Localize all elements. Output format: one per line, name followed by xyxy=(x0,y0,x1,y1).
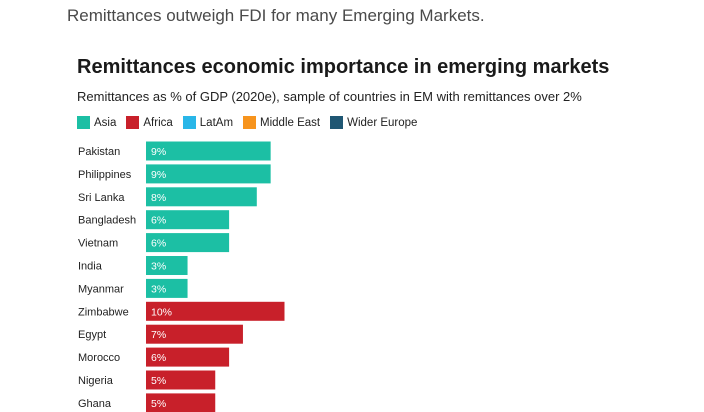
value-label-india: 3% xyxy=(151,261,166,273)
legend-label-latam: LatAm xyxy=(199,116,234,129)
category-label-bangladesh: Bangladesh xyxy=(78,215,136,227)
bar-philippines xyxy=(146,164,271,184)
value-label-zimbabwe: 10% xyxy=(151,306,172,318)
legend-item-middle-east: Middle East xyxy=(243,116,320,129)
value-label-vietnam: 6% xyxy=(151,238,166,250)
legend-swatch-africa xyxy=(126,116,140,129)
value-label-nigeria: 5% xyxy=(151,375,166,387)
category-label-ghana: Ghana xyxy=(78,398,112,410)
value-label-myanmar: 3% xyxy=(151,283,166,295)
category-label-india: India xyxy=(78,261,103,273)
category-label-morocco: Morocco xyxy=(78,352,120,364)
legend-item-wider-europe: Wider Europe xyxy=(330,116,417,129)
category-label-sri-lanka: Sri Lanka xyxy=(78,192,125,204)
bar-india xyxy=(146,256,188,275)
category-label-vietnam: Vietnam xyxy=(78,238,118,250)
legend-label-asia: Asia xyxy=(94,116,117,129)
bar-bangladesh xyxy=(146,210,230,230)
bar-sri-lanka xyxy=(146,187,257,207)
bar-vietnam xyxy=(146,233,230,253)
bar-ghana xyxy=(146,393,216,412)
value-label-bangladesh: 6% xyxy=(151,215,166,227)
category-label-myanmar: Myanmar xyxy=(78,283,124,295)
category-label-pakistan: Pakistan xyxy=(78,146,120,158)
legend-label-wider-europe: Wider Europe xyxy=(347,116,418,129)
bar-egypt xyxy=(146,324,243,344)
legend-item-asia: Asia xyxy=(77,116,116,129)
legend-item-africa: Africa xyxy=(126,116,173,129)
bar-pakistan xyxy=(146,141,271,161)
legend-swatch-asia xyxy=(77,116,90,129)
value-label-ghana: 5% xyxy=(151,398,166,410)
category-label-philippines: Philippines xyxy=(78,169,132,181)
bar-myanmar xyxy=(146,278,188,298)
bar-nigeria xyxy=(146,370,216,390)
legend-item-latam: LatAm xyxy=(182,116,234,129)
category-label-nigeria: Nigeria xyxy=(78,375,114,387)
legend-swatch-latam xyxy=(182,116,196,129)
value-label-morocco: 6% xyxy=(151,352,166,364)
legend-swatch-middle-east xyxy=(243,116,257,129)
legend-swatch-wider-europe xyxy=(330,116,344,129)
value-label-egypt: 7% xyxy=(151,329,166,341)
value-label-pakistan: 9% xyxy=(151,146,166,158)
legend-label-africa: Africa xyxy=(143,116,173,129)
value-label-philippines: 9% xyxy=(151,169,166,181)
bar-morocco xyxy=(146,347,230,367)
category-label-zimbabwe: Zimbabwe xyxy=(78,306,129,318)
chart-subtitle: Remittances as % of GDP (2020e), sample … xyxy=(77,89,582,104)
bar-zimbabwe xyxy=(146,301,285,321)
chart-legend: Asia Africa LatAm Middle East Wider Euro… xyxy=(77,116,427,129)
page-caption: Remittances outweigh FDI for many Emergi… xyxy=(67,6,485,25)
chart-title: Remittances economic importance in emerg… xyxy=(77,56,610,78)
value-label-sri-lanka: 8% xyxy=(151,192,166,204)
category-label-egypt: Egypt xyxy=(78,329,106,341)
legend-label-middle-east: Middle East xyxy=(260,116,321,129)
